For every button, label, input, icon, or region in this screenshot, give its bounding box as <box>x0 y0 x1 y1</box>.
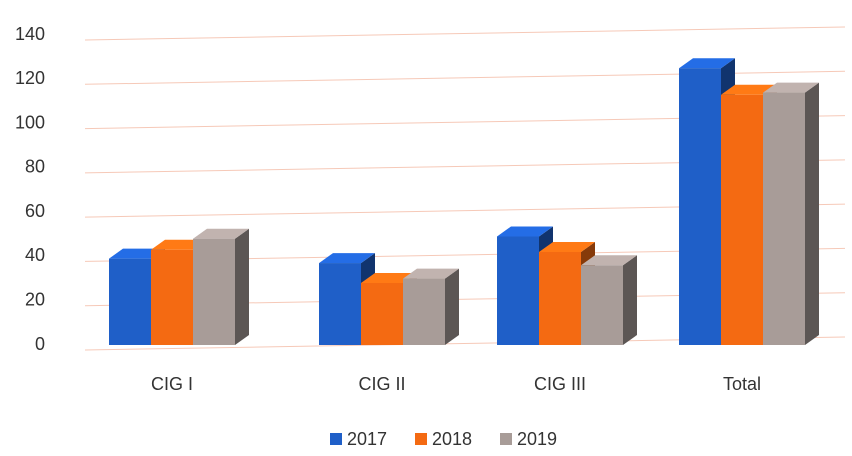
y-tick-label: 60 <box>25 201 45 221</box>
legend-label: 2017 <box>347 429 387 449</box>
y-tick-label: 140 <box>15 24 45 44</box>
bar <box>721 94 763 346</box>
bar-top <box>581 255 637 266</box>
legend-label: 2018 <box>432 429 472 449</box>
y-tick-label: 120 <box>15 68 45 88</box>
y-tick-label: 100 <box>15 112 45 132</box>
bar <box>193 238 235 345</box>
x-tick-label: CIG I <box>151 374 193 394</box>
bar <box>361 283 403 345</box>
bar <box>497 236 539 345</box>
x-tick-label: CIG III <box>534 374 586 394</box>
bar <box>151 249 193 345</box>
bar <box>319 263 361 345</box>
bar-top <box>497 226 553 237</box>
x-tick-label: CIG II <box>358 374 405 394</box>
y-tick-label: 20 <box>25 289 45 309</box>
legend-label: 2019 <box>517 429 557 449</box>
bar-side <box>805 82 819 346</box>
bar <box>581 265 623 345</box>
bar <box>109 258 151 345</box>
bar <box>679 68 721 345</box>
bar-top <box>721 84 777 95</box>
bar-top <box>763 82 819 93</box>
bar-top <box>679 58 735 69</box>
y-tick-label: 0 <box>35 334 45 354</box>
y-tick-label: 40 <box>25 245 45 265</box>
legend-swatch <box>330 433 342 445</box>
bar-side <box>235 228 249 345</box>
bar-top <box>539 242 595 252</box>
grid-line <box>84 26 846 41</box>
bar <box>539 252 581 345</box>
bar-side <box>445 268 459 345</box>
bar <box>403 278 445 345</box>
y-tick-label: 80 <box>25 157 45 177</box>
legend-swatch <box>415 433 427 445</box>
bar <box>763 92 805 345</box>
bar-top <box>319 253 375 264</box>
legend-swatch <box>500 433 512 445</box>
bar-side <box>623 255 637 345</box>
bar-top <box>193 228 249 239</box>
x-tick-label: Total <box>723 374 761 394</box>
bar-top <box>403 268 459 279</box>
